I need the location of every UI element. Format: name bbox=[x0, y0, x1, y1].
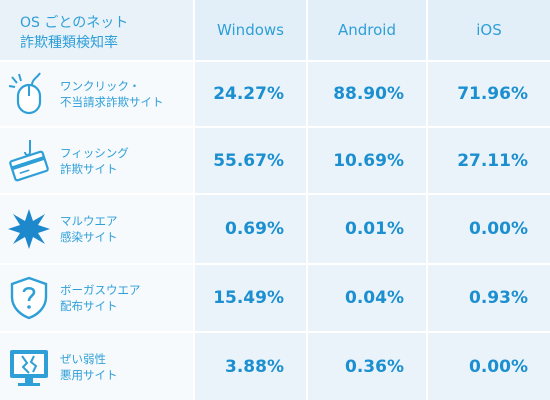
row-label-line2: 感染サイト bbox=[60, 230, 118, 244]
row-label-line2: 悪用サイト bbox=[60, 367, 118, 382]
row-label-text: ぜい弱性 悪用サイト bbox=[60, 351, 118, 383]
row-label-bogusware: ボーガスウエア 配布サイト bbox=[0, 263, 193, 331]
value-text: 0.00% bbox=[469, 356, 528, 377]
value-cell: 0.69% bbox=[193, 193, 306, 263]
row-label-text: マルウエア 感染サイト bbox=[60, 213, 118, 245]
value-cell: 88.90% bbox=[306, 60, 426, 126]
value-text: 10.69% bbox=[333, 150, 404, 171]
row-label-line1: ボーガスウエア bbox=[60, 283, 141, 297]
table-title-line1: OS ごとのネット bbox=[20, 15, 129, 31]
shield-question-icon bbox=[10, 276, 48, 320]
value-cell: 27.11% bbox=[426, 126, 550, 193]
value-cell: 55.67% bbox=[193, 126, 306, 193]
value-cell: 0.00% bbox=[426, 193, 550, 263]
value-cell: 0.01% bbox=[306, 193, 426, 263]
row-label-one-click-fraud: ワンクリック・ 不当請求詐欺サイト bbox=[0, 60, 193, 126]
credit-card-hook-icon bbox=[9, 139, 49, 181]
table-title: OS ごとのネット 詐欺種類検知率 bbox=[0, 0, 193, 60]
value-cell: 71.96% bbox=[426, 60, 550, 126]
row-label-line1: ワンクリック・ bbox=[60, 79, 141, 93]
monitor-broken-icon bbox=[10, 349, 48, 386]
table-title-line2: 詐欺種類検知率 bbox=[20, 35, 118, 51]
value-cell: 10.69% bbox=[306, 126, 426, 193]
column-header-windows: Windows bbox=[193, 0, 306, 60]
row-label-text: フィッシング 詐欺サイト bbox=[60, 145, 129, 177]
value-text: 0.69% bbox=[225, 219, 284, 239]
value-cell: 0.04% bbox=[306, 263, 426, 331]
value-cell: 0.93% bbox=[426, 263, 550, 331]
column-header-label: Android bbox=[338, 21, 396, 39]
row-label-line1: マルウエア bbox=[60, 214, 118, 228]
column-header-ios: iOS bbox=[426, 0, 550, 60]
row-label-malware: マルウエア 感染サイト bbox=[0, 193, 193, 263]
row-label-vulnerability: ぜい弱性 悪用サイト bbox=[0, 331, 193, 400]
value-cell: 0.00% bbox=[426, 331, 550, 400]
value-text: 71.96% bbox=[457, 84, 528, 104]
value-text: 15.49% bbox=[213, 288, 284, 308]
row-label-phishing: フィッシング 詐欺サイト bbox=[0, 126, 193, 193]
row-label-line2: 配布サイト bbox=[60, 299, 118, 313]
row-label-text: ワンクリック・ 不当請求詐欺サイト bbox=[60, 78, 164, 110]
value-text: 27.11% bbox=[457, 150, 528, 171]
value-text: 0.36% bbox=[345, 356, 404, 377]
value-cell: 24.27% bbox=[193, 60, 306, 126]
value-cell: 3.88% bbox=[193, 331, 306, 400]
row-label-line1: ぜい弱性 bbox=[60, 351, 106, 366]
column-header-label: Windows bbox=[217, 21, 284, 39]
value-cell: 15.49% bbox=[193, 263, 306, 331]
value-text: 3.88% bbox=[225, 356, 284, 377]
value-text: 0.93% bbox=[469, 288, 528, 308]
column-header-label: iOS bbox=[476, 21, 502, 39]
value-text: 55.67% bbox=[213, 150, 284, 171]
value-text: 0.00% bbox=[469, 219, 528, 239]
value-text: 88.90% bbox=[333, 84, 404, 104]
value-text: 24.27% bbox=[213, 84, 284, 104]
value-cell: 0.36% bbox=[306, 331, 426, 400]
row-label-line1: フィッシング bbox=[60, 145, 129, 160]
row-label-text: ボーガスウエア 配布サイト bbox=[60, 282, 141, 314]
column-header-android: Android bbox=[306, 0, 426, 60]
malware-splat-icon bbox=[8, 209, 50, 249]
mouse-click-icon bbox=[8, 72, 42, 115]
row-label-line2: 詐欺サイト bbox=[60, 161, 118, 176]
row-label-line2: 不当請求詐欺サイト bbox=[60, 95, 164, 109]
value-text: 0.04% bbox=[345, 288, 404, 308]
value-text: 0.01% bbox=[345, 219, 404, 239]
